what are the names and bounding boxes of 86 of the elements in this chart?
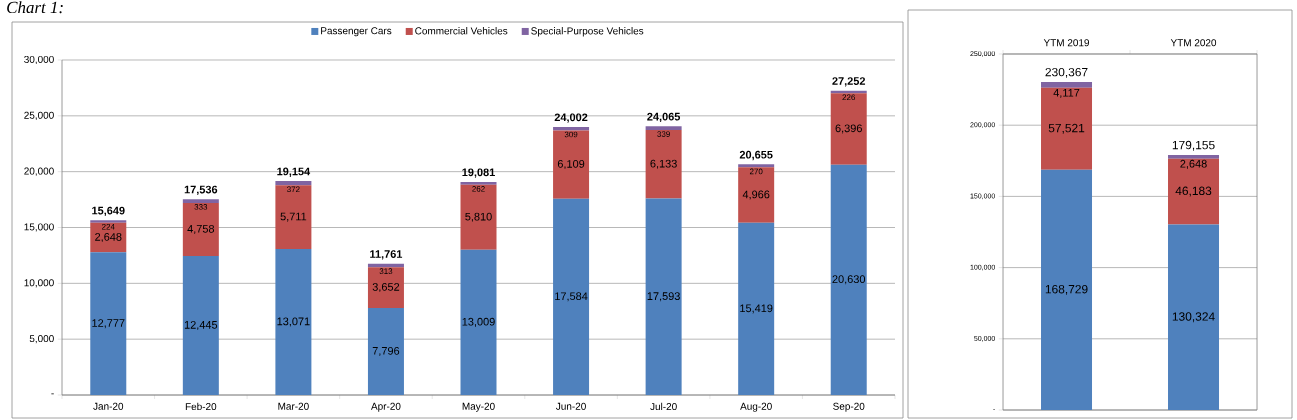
bar bbox=[275, 249, 312, 395]
x-tick-label: Jul-20 bbox=[650, 402, 677, 411]
y-tick-label: 20,000 bbox=[24, 167, 54, 176]
legend-label: Special-Purpose Vehicles bbox=[531, 27, 644, 37]
data-label: 7,796 bbox=[372, 346, 400, 356]
data-label: 17,584 bbox=[555, 292, 588, 302]
data-label: 168,729 bbox=[1045, 284, 1088, 295]
data-label: 6,396 bbox=[835, 124, 862, 134]
total-label: 27,252 bbox=[832, 77, 866, 87]
y-tick-label: 15,000 bbox=[24, 223, 54, 232]
x-tick-label: Jun-20 bbox=[555, 402, 586, 410]
x-tick-label: Aug-20 bbox=[740, 402, 772, 412]
bar bbox=[90, 220, 127, 223]
bar bbox=[830, 164, 867, 395]
legend-label: Passenger Cars bbox=[321, 27, 392, 37]
bar bbox=[460, 184, 497, 250]
bar bbox=[645, 126, 682, 131]
total-label: 24,002 bbox=[554, 113, 588, 123]
bar bbox=[645, 130, 682, 199]
bar bbox=[1041, 169, 1093, 410]
total-label: 179,155 bbox=[1172, 140, 1215, 151]
x-tick-label: Jan-20 bbox=[93, 402, 124, 410]
total-label: 20,655 bbox=[739, 150, 773, 161]
x-tick-label: May-20 bbox=[462, 402, 495, 412]
data-label: 13,009 bbox=[462, 317, 495, 327]
bar bbox=[460, 249, 497, 395]
data-label: 46,183 bbox=[1175, 186, 1212, 197]
bar bbox=[645, 198, 682, 395]
data-label: 2,648 bbox=[1180, 159, 1207, 169]
data-label: 4,966 bbox=[742, 190, 770, 200]
total-label: 24,065 bbox=[647, 112, 681, 123]
data-label: 4,117 bbox=[1053, 89, 1080, 98]
bar bbox=[460, 181, 497, 185]
y-tick-label: 25,000 bbox=[24, 111, 54, 120]
bar bbox=[738, 222, 775, 395]
bar bbox=[182, 256, 219, 395]
total-label: 230,367 bbox=[1045, 67, 1088, 78]
bar bbox=[182, 202, 219, 257]
bar bbox=[90, 252, 127, 395]
y-tick-label: 5,000 bbox=[29, 335, 54, 344]
bar bbox=[1041, 87, 1093, 170]
legend-label: Commercial Vehicles bbox=[415, 27, 508, 35]
data-label: 12,777 bbox=[92, 319, 125, 329]
data-label: 4,758 bbox=[187, 224, 215, 234]
bar bbox=[1041, 81, 1093, 88]
data-label: 6,133 bbox=[650, 159, 677, 169]
bar bbox=[367, 307, 404, 395]
total-label: 17,536 bbox=[184, 185, 218, 195]
data-label: 15,419 bbox=[740, 304, 773, 314]
x-tick-label: YTM 2019 bbox=[1043, 39, 1090, 47]
x-tick-label: Feb-20 bbox=[185, 402, 217, 411]
data-label: 2,648 bbox=[95, 233, 122, 243]
chart-title: Chart 1: bbox=[7, 1, 63, 14]
bar bbox=[738, 167, 775, 223]
y-tick-label: - bbox=[51, 393, 54, 395]
bar bbox=[275, 181, 312, 186]
x-tick-label: Mar-20 bbox=[278, 402, 309, 410]
bar bbox=[1168, 158, 1220, 225]
x-tick-label: YTM 2020 bbox=[1170, 39, 1217, 47]
data-label: 13,071 bbox=[277, 317, 310, 327]
data-label: 130,324 bbox=[1172, 312, 1215, 323]
bar bbox=[182, 199, 219, 203]
x-tick-label: Apr-20 bbox=[371, 402, 401, 412]
bar bbox=[275, 185, 312, 250]
total-label: 19,081 bbox=[462, 168, 495, 178]
bar bbox=[738, 164, 775, 168]
bar bbox=[830, 93, 867, 165]
data-label: 3,652 bbox=[372, 283, 400, 293]
data-label: 12,445 bbox=[184, 321, 218, 331]
bar bbox=[1168, 224, 1220, 410]
data-label: 5,810 bbox=[465, 212, 492, 222]
total-label: 15,649 bbox=[92, 206, 125, 217]
bar bbox=[1168, 154, 1220, 159]
y-tick-label: 10,000 bbox=[24, 279, 54, 288]
data-label: 17,593 bbox=[647, 292, 680, 302]
total-label: 11,761 bbox=[370, 250, 403, 260]
x-tick-label: Sep-20 bbox=[833, 402, 865, 412]
total-label: 19,154 bbox=[277, 167, 311, 177]
y-tick-label: 30,000 bbox=[24, 55, 54, 65]
data-label: 5,711 bbox=[280, 212, 307, 222]
bar bbox=[553, 130, 590, 199]
data-label: 57,521 bbox=[1048, 123, 1085, 134]
data-label: 6,109 bbox=[557, 160, 585, 170]
data-label: 20,630 bbox=[832, 275, 866, 285]
bar bbox=[553, 198, 590, 395]
bar bbox=[367, 267, 404, 308]
